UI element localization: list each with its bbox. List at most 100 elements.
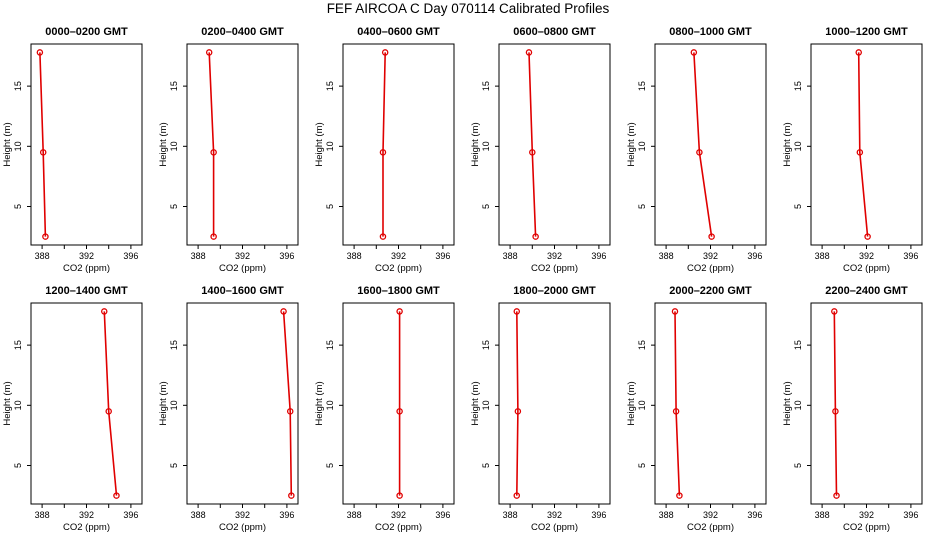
data-point: [676, 492, 683, 499]
data-point: [690, 49, 698, 56]
profile-panel: 0200–0400 GMT 388 392 396 CO2 (ppm) 5 10 15 Heig…: [158, 26, 299, 274]
data-point: [672, 408, 680, 415]
panel-title: 0400–0600 GMT: [357, 26, 440, 38]
data-point: [379, 149, 387, 156]
profile-line: [674, 311, 681, 496]
y-tick-label: 5: [637, 204, 647, 209]
data-point: [288, 492, 295, 499]
data-point: [42, 233, 49, 240]
x-tick-label: 388: [191, 510, 206, 520]
panel-title: 2000–2200 GMT: [669, 285, 752, 297]
x-axis-label: CO2 (ppm): [843, 522, 890, 533]
x-tick-label: 392: [235, 510, 250, 520]
y-tick-label: 10: [637, 141, 647, 151]
plot-frame: [342, 302, 455, 505]
x-tick-label: 392: [391, 251, 406, 261]
profile-line: [833, 311, 838, 496]
y-axis-label: Height (m): [782, 122, 793, 166]
y-tick-label: 15: [325, 340, 335, 350]
x-tick-label: 388: [815, 251, 830, 261]
y-tick-label: 10: [481, 400, 491, 410]
panel-title: 1400–1600 GMT: [201, 285, 284, 297]
y-axis-label: Height (m): [2, 381, 13, 425]
data-point: [696, 149, 703, 156]
plot-frame: [810, 43, 923, 246]
profile-panel: 0800–1000 GMT 388 392 396 CO2 (ppm) 5 10 15 Heig…: [626, 26, 767, 274]
y-tick-label: 5: [481, 463, 491, 468]
y-tick-label: 5: [13, 204, 23, 209]
data-point: [833, 492, 840, 499]
plot-frame: [30, 43, 143, 246]
profile-panel: 2200–2400 GMT 388 392 396 CO2 (ppm) 5 10 15 Heig…: [782, 285, 923, 533]
profile-panel: 0400–0600 GMT 388 392 396 CO2 (ppm) 5 10 15 Heig…: [314, 26, 455, 274]
profile-line: [282, 311, 293, 496]
data-point: [379, 233, 387, 240]
x-tick-label: 392: [859, 251, 874, 261]
plot-frame: [186, 43, 299, 246]
y-tick-label: 10: [325, 141, 335, 151]
data-point: [205, 49, 213, 56]
profile-panel: 1200–1400 GMT 388 392 396 CO2 (ppm) 5 10 15 Heig…: [2, 285, 143, 533]
data-point: [529, 149, 536, 156]
x-tick-label: 388: [503, 251, 518, 261]
profile-panel: 0600–0800 GMT 388 392 396 CO2 (ppm) 5 10 15 Heig…: [470, 26, 611, 274]
data-point: [514, 408, 522, 415]
profile-panel: 0000–0200 GMT 388 392 396 CO2 (ppm) 5 10 15 Heig…: [2, 26, 143, 274]
y-axis-label: Height (m): [782, 381, 793, 425]
profile-line: [693, 52, 713, 237]
y-tick-label: 5: [169, 463, 179, 468]
x-tick-label: 388: [815, 510, 830, 520]
y-tick-label: 15: [325, 81, 335, 91]
y-tick-label: 10: [169, 141, 179, 151]
y-tick-label: 10: [637, 400, 647, 410]
x-axis-label: CO2 (ppm): [63, 522, 110, 533]
x-axis-label: CO2 (ppm): [63, 263, 110, 274]
x-axis-label: CO2 (ppm): [687, 263, 734, 274]
x-tick-label: 388: [659, 251, 674, 261]
profile-panel: 1800–2000 GMT 388 392 396 CO2 (ppm) 5 10 15 Heig…: [470, 285, 611, 533]
x-axis-label: CO2 (ppm): [219, 522, 266, 533]
data-point: [286, 408, 294, 415]
profile-line: [516, 311, 519, 496]
x-tick-label: 396: [747, 251, 762, 261]
y-axis-label: Height (m): [626, 381, 637, 425]
panel-title: 0800–1000 GMT: [669, 26, 752, 38]
x-tick-label: 396: [903, 251, 918, 261]
y-tick-label: 5: [793, 204, 803, 209]
x-tick-label: 396: [435, 251, 450, 261]
data-point: [105, 408, 112, 415]
profile-panel: 1000–1200 GMT 388 392 396 CO2 (ppm) 5 10 15 Heig…: [782, 26, 923, 274]
plot-frame: [498, 302, 611, 505]
plot-frame: [186, 302, 299, 505]
panel-title: 1200–1400 GMT: [45, 285, 128, 297]
panel-title: 1800–2000 GMT: [513, 285, 596, 297]
x-tick-label: 392: [703, 251, 718, 261]
x-tick-label: 388: [659, 510, 674, 520]
plot-frame: [498, 43, 611, 246]
profile-line: [208, 52, 215, 237]
profile-line: [39, 52, 47, 237]
y-tick-label: 10: [793, 141, 803, 151]
x-tick-label: 388: [347, 510, 362, 520]
panel-title: 1600–1800 GMT: [357, 285, 440, 297]
y-tick-label: 15: [169, 81, 179, 91]
data-point: [210, 149, 217, 156]
data-point: [101, 308, 108, 315]
x-tick-label: 388: [347, 251, 362, 261]
x-axis-label: CO2 (ppm): [531, 522, 578, 533]
x-tick-label: 392: [235, 251, 250, 261]
data-point: [532, 233, 539, 240]
profile-panel: 1600–1800 GMT 388 392 396 CO2 (ppm) 5 10 15 Heig…: [314, 285, 455, 533]
data-point: [381, 49, 389, 56]
x-axis-label: CO2 (ppm): [687, 522, 734, 533]
y-tick-label: 5: [637, 463, 647, 468]
data-point: [513, 308, 521, 315]
profile-line: [528, 52, 537, 237]
plot-frame: [342, 43, 455, 246]
y-tick-label: 10: [13, 141, 23, 151]
panel-title: 0200–0400 GMT: [201, 26, 284, 38]
x-axis-label: CO2 (ppm): [219, 263, 266, 274]
data-point: [396, 492, 403, 499]
